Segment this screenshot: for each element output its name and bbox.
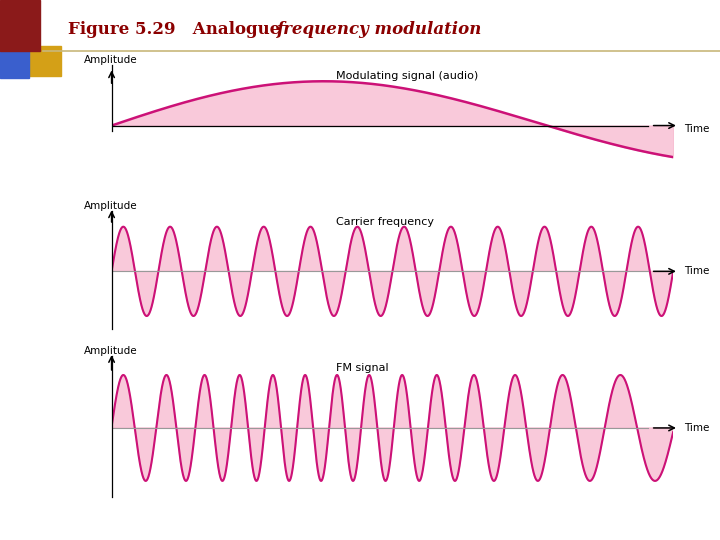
Text: frequency modulation: frequency modulation [277, 21, 482, 38]
Text: Time: Time [685, 423, 710, 433]
Text: Time: Time [685, 266, 710, 276]
Text: Figure 5.29   Analogue: Figure 5.29 Analogue [68, 21, 287, 38]
Text: FM signal: FM signal [336, 363, 389, 373]
Text: Modulating signal (audio): Modulating signal (audio) [336, 71, 479, 81]
Text: Time: Time [685, 124, 710, 134]
Text: Amplitude: Amplitude [84, 55, 137, 65]
Text: Amplitude: Amplitude [84, 201, 137, 211]
Text: Carrier frequency: Carrier frequency [336, 217, 434, 227]
Text: Amplitude: Amplitude [84, 346, 137, 356]
